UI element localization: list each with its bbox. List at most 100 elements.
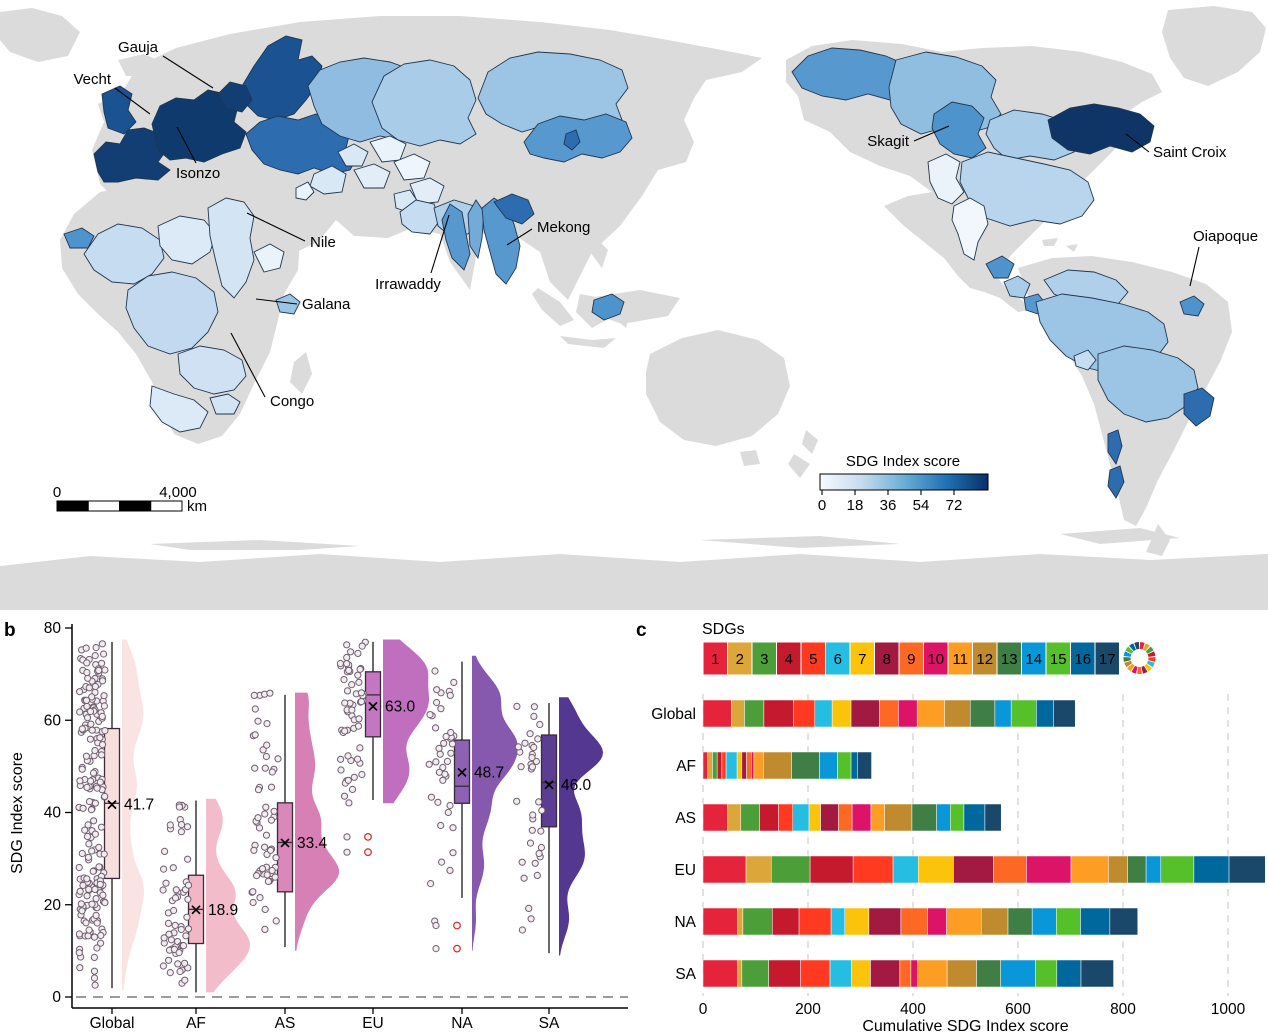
x-axis-title: Cumulative SDG Index score [862, 1018, 1068, 1032]
mean-label: 48.7 [474, 764, 504, 781]
bar-segment-NA-sdg14 [1031, 907, 1057, 936]
scalebar-unit: km [187, 498, 207, 515]
sdg-legend-number: 2 [736, 651, 744, 668]
scatter-point [254, 786, 263, 794]
bar-segment-EU-sdg13 [1127, 855, 1147, 884]
scatter-point [354, 722, 363, 730]
scatter-point [183, 823, 192, 831]
sdg-legend-number: 12 [976, 651, 993, 668]
scatter-point [88, 900, 96, 908]
red-outlier-marker [364, 832, 372, 841]
scatter-point [184, 881, 193, 889]
sdg-legend-number: 5 [809, 651, 817, 668]
scatter-point [341, 727, 349, 735]
scatter-point [98, 659, 106, 667]
scatter-point [249, 888, 257, 896]
sdg-legend-box-11 [947, 641, 973, 676]
sdg-wheel-icon [1141, 665, 1148, 674]
scatter-point [356, 744, 364, 752]
sdg-wheel-icon [1145, 646, 1154, 654]
x-tick-label: 200 [795, 1001, 821, 1018]
bar-segment-NA-sdg6 [830, 907, 846, 936]
bar-segment-SA-sdg15 [1035, 959, 1058, 988]
bar-segment-EU-sdg8 [953, 855, 994, 884]
scatter-point [97, 931, 105, 940]
mean-marker [191, 905, 201, 915]
scatter-point [90, 817, 98, 825]
mean-marker [280, 838, 290, 848]
bar-segment-EU-sdg6 [892, 855, 919, 884]
bar-segment-AF-sdg1 [702, 751, 708, 780]
scatter-point [537, 843, 546, 852]
scatter-point [177, 821, 186, 829]
scatter-point [439, 763, 447, 772]
scatter-point [261, 843, 269, 851]
bar-segment-AS-sdg5 [778, 803, 794, 832]
scatter-point [262, 752, 270, 761]
panel-b-raincloud-plot: b 0 20 40 60 80 SDG Index score 41.7 Global 18.9… [4, 620, 628, 1032]
x-category-label: NA [451, 1015, 473, 1032]
sdg-legend-number: 14 [1025, 651, 1042, 668]
bar-segment-Global-sdg17 [1053, 699, 1076, 728]
y-tick-label: 80 [44, 620, 62, 637]
bar-segment-SA-sdg1 [702, 959, 738, 988]
bar-segment-SA-sdg16 [1056, 959, 1082, 988]
bar-segment-SA-sdg11 [917, 959, 948, 988]
scatter-point [432, 758, 440, 766]
scatter-point [251, 705, 259, 713]
scatter-point [171, 921, 179, 929]
scatter-point [250, 846, 258, 854]
scatter-point [93, 919, 101, 927]
scatter-point [337, 766, 345, 774]
sdg-legend-number: 13 [1001, 651, 1018, 668]
bar-segment-NA-sdg17 [1109, 907, 1138, 936]
scatter-point [90, 974, 99, 982]
bar-segment-AF-sdg10 [751, 751, 755, 780]
scatter-point [343, 660, 351, 668]
bar-segment-AF-sdg2 [707, 751, 713, 780]
basin-label: Mekong [537, 219, 590, 236]
sdg-legend-box-5 [800, 641, 826, 676]
scatter-point [267, 846, 275, 854]
scatter-point [514, 743, 523, 751]
y-tick-label: 40 [44, 805, 62, 822]
scatter-point [340, 676, 348, 684]
scatter-point [535, 849, 543, 858]
scatter-point [90, 953, 99, 961]
scatter-point [82, 644, 90, 652]
bar-segment-NA-sdg9 [900, 907, 928, 936]
leader-line [114, 87, 151, 115]
scatter-point [267, 816, 275, 824]
scatter-point [340, 792, 349, 800]
scatter-point [263, 720, 271, 728]
scatter-point [526, 839, 535, 847]
bar-segment-SA-sdg10 [910, 959, 918, 988]
bar-segment-EU-sdg12 [1108, 855, 1128, 884]
scatter-point [437, 821, 445, 830]
panel-a-world-basin-map: a [0, 6, 1268, 610]
scatter-point [87, 777, 95, 785]
bar-segment-AF-sdg5 [721, 751, 727, 780]
leader-line [176, 126, 197, 164]
bar-segment-Global-sdg9 [879, 699, 899, 728]
scatter-point [84, 932, 92, 940]
scatter-point [354, 671, 362, 679]
leader-line [506, 228, 533, 246]
basin-label: Galana [302, 296, 351, 313]
violin-AS [295, 692, 339, 951]
scatter-point [253, 872, 261, 880]
scatter-point [88, 726, 96, 734]
sdg-wheel-icon [1139, 642, 1145, 650]
sdg-legend-number: 4 [785, 651, 793, 668]
sdg-legend-box-14 [1021, 641, 1047, 676]
basin-label: Irrawaddy [375, 276, 441, 293]
bar-segment-AS-sdg2 [727, 803, 742, 832]
bar-segment-AF-sdg15 [837, 751, 852, 780]
scatter-point [177, 925, 185, 934]
scatter-point [357, 698, 365, 706]
scatter-point [528, 753, 536, 762]
box-EU [364, 671, 382, 738]
sdg-legend-number: 7 [858, 651, 866, 668]
scatter-point [533, 871, 541, 879]
bar-segment-NA-sdg12 [981, 907, 1009, 936]
